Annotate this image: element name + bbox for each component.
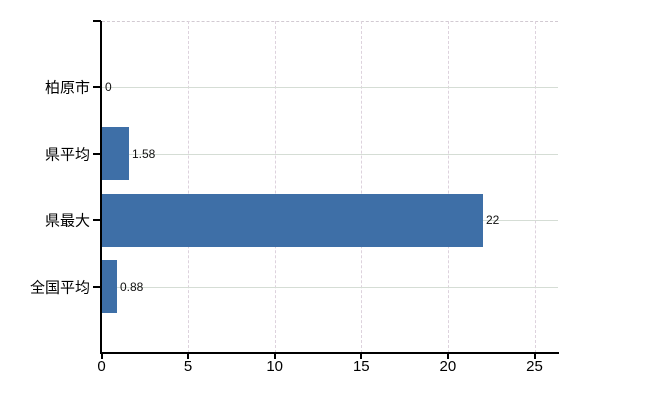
vertical-gridline: [188, 21, 190, 353]
vertical-gridline: [447, 21, 449, 353]
vertical-gridline: [274, 21, 276, 353]
value-label-pref-max: 22: [486, 213, 500, 228]
value-label-pref-average: 1.58: [132, 146, 156, 161]
vertical-gridline: [361, 21, 363, 353]
bar-pref-average: [102, 127, 129, 181]
vertical-gridline: [534, 21, 536, 353]
bar-national-average: [102, 260, 117, 314]
y-axis-line: [100, 21, 102, 353]
category-label-pref-max: 県最大: [44, 212, 90, 230]
x-tick-label-25: 25: [526, 358, 543, 375]
x-axis-tick: [446, 354, 449, 359]
x-tick-label-0: 0: [97, 358, 106, 375]
horizontal-gridline: [102, 286, 558, 288]
x-tick-label-5: 5: [183, 358, 193, 375]
category-label-kashiwara: 柏原市: [44, 79, 90, 97]
x-axis-tick: [187, 354, 190, 359]
category-label-national-average: 全国平均: [29, 279, 90, 297]
x-axis-tick: [360, 354, 363, 359]
horizontal-gridline: [102, 87, 558, 89]
y-axis-tick: [93, 86, 101, 89]
y-axis-top-cap: [93, 20, 101, 22]
x-tick-label-15: 15: [352, 358, 370, 375]
x-axis-tick: [273, 354, 276, 359]
x-axis-tick: [100, 354, 103, 359]
y-axis-tick: [93, 152, 101, 155]
x-axis-line: [100, 352, 559, 354]
category-label-pref-average: 県平均: [44, 146, 90, 164]
horizontal-gridline: [102, 153, 558, 155]
y-axis-tick: [93, 219, 101, 222]
value-label-national-average: 0.88: [120, 279, 144, 294]
value-label-kashiwara: 0: [105, 80, 112, 95]
y-axis-tick: [93, 285, 101, 288]
plot-area: [102, 21, 558, 353]
x-axis-tick: [533, 354, 536, 359]
bar-pref-max: [102, 193, 483, 247]
x-tick-label-10: 10: [266, 358, 284, 375]
x-tick-label-20: 20: [439, 358, 457, 375]
